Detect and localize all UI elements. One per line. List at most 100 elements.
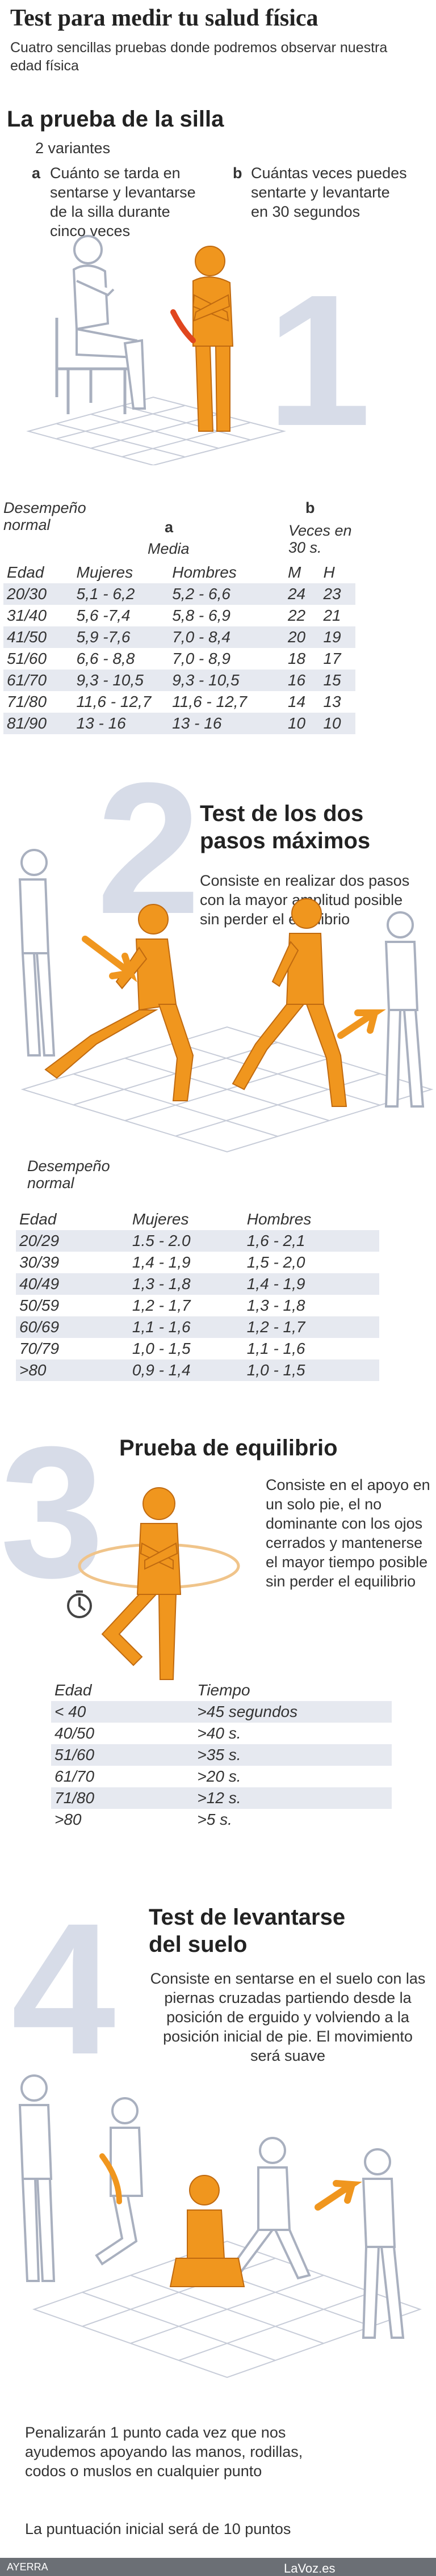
table-header-row: Edad Mujeres Hombres M H [3,562,355,583]
table-row: 51/60 6,6 - 8,8 7,0 - 8,9 18 17 [3,648,355,670]
table-row: 61/70 >20 s. [51,1766,392,1787]
footer-credit: AYERRA [7,2561,48,2573]
table-row: 60/69 1,1 - 1,6 1,2 - 1,7 [16,1316,379,1338]
test1-heading: La prueba de la silla [7,107,224,132]
cell-m: 24 [284,583,320,605]
table-row: 70/79 1,0 - 1,5 1,1 - 1,6 [16,1338,379,1359]
test2-desempeno-label: Desempeño normal [27,1157,110,1192]
cell-edad: 20/30 [3,583,73,605]
table-row: 61/70 9,3 - 10,5 9,3 - 10,5 16 15 [3,670,355,691]
test4-number: 4 [11,1884,116,2093]
cell-mujeres: 11,6 - 12,7 [76,693,152,710]
cell-mujeres: 9,3 - 10,5 [73,670,169,691]
cell-hombres: 1,4 - 1,9 [243,1273,379,1295]
cell-mujeres: 1,3 - 1,8 [128,1273,244,1295]
test4-text: Consiste en sentarse en el suelo con las… [150,1970,426,2064]
test3-text: Consiste en el apoyo en un solo pie, el … [266,1476,430,1590]
cell-mujeres: 1,2 - 1,7 [132,1297,191,1314]
test1-media-label: Media [148,540,190,557]
table-row: 41/50 5,9 -7,6 7,0 - 8,4 20 19 [3,626,355,648]
cell-edad: 51/60 [51,1744,194,1766]
table-row: >80 >5 s. [51,1809,392,1830]
cell-edad: 61/70 [54,1767,95,1785]
cell-hombres: 1,6 - 2,1 [243,1230,379,1252]
cell-hombres: 7,0 - 8,4 [169,626,284,648]
cell-edad: >80 [54,1811,82,1828]
test1-b-letter: b [233,165,242,182]
header-tiempo: Tiempo [197,1681,250,1699]
cell-hombres: 7,0 - 8,9 [172,650,230,667]
cell-hombres: 1,5 - 2,0 [246,1253,305,1271]
cell-edad: 40/50 [54,1724,95,1742]
cell-hombres: 1,0 - 1,5 [243,1359,379,1381]
test1-col-b: b [305,499,315,516]
header-mujeres: Mujeres [76,563,133,581]
cell-m: 10 [284,713,320,734]
header-h: H [323,563,335,581]
cell-m: 16 [284,670,320,691]
cell-tiempo: >35 s. [194,1744,392,1766]
cell-edad: 71/80 [7,693,47,710]
cell-mujeres: 6,6 - 8,8 [76,650,135,667]
test1-veces-label: Veces en 30 s. [288,522,352,556]
cell-edad: 60/69 [16,1316,129,1338]
test1-col-a: a [165,519,174,536]
table-header-row: Edad Mujeres Hombres [16,1209,379,1230]
cell-m: 22 [287,607,306,624]
cell-hombres: 9,3 - 10,5 [169,670,284,691]
cell-h: 19 [320,626,355,648]
page-subtitle: Cuatro sencillas pruebas donde podremos … [10,40,388,74]
cell-m: 18 [287,650,306,667]
header-hombres: Hombres [246,1210,312,1228]
cell-h: 10 [320,713,355,734]
cell-tiempo: >5 s. [197,1811,232,1828]
cell-mujeres: 5,9 -7,6 [73,626,169,648]
page-title: Test para medir tu salud física [10,5,318,31]
cell-edad: 51/60 [7,650,47,667]
table-row: 20/29 1.5 - 2.0 1,6 - 2,1 [16,1230,379,1252]
cell-h: 21 [323,607,341,624]
cell-h: 13 [323,693,341,710]
footer-bar: AYERRA LaVoz.es [0,2558,436,2576]
cell-m: 14 [287,693,306,710]
table-row: 81/90 13 - 16 13 - 16 10 10 [3,713,355,734]
chair-exercise-illustration [26,235,286,465]
cell-h: 17 [323,650,341,667]
cell-tiempo: >40 s. [197,1724,241,1742]
header-m: M [287,563,301,581]
cell-hombres: 5,2 - 6,6 [169,583,284,605]
cell-edad: 61/70 [3,670,73,691]
cell-mujeres: 1.5 - 2.0 [128,1230,244,1252]
header-edad: Edad [19,1210,57,1228]
test2-table: Edad Mujeres Hombres 20/29 1.5 - 2.0 1,6 -… [16,1209,379,1381]
cell-edad: 81/90 [3,713,73,734]
floor-exercise-illustration [18,2074,422,2379]
cell-h: 23 [320,583,355,605]
cell-mujeres: 1,0 - 1,5 [132,1340,191,1357]
cell-tiempo: >20 s. [197,1767,241,1785]
cell-mujeres: 13 - 16 [73,713,169,734]
test4-penalty: Penalizarán 1 punto cada vez que nos ayu… [25,2424,303,2480]
cell-mujeres: 1,1 - 1,6 [128,1316,244,1338]
cell-hombres: 1,1 - 1,6 [246,1340,305,1357]
table-row: 51/60 >35 s. [51,1744,392,1766]
cell-mujeres: 1,4 - 1,9 [132,1253,191,1271]
cell-edad: 71/80 [51,1787,194,1809]
table-row: 71/80 >12 s. [51,1787,392,1809]
header-hombres: Hombres [172,563,237,581]
cell-edad: 30/39 [19,1253,60,1271]
table-row: 40/50 >40 s. [51,1723,392,1744]
test3-table: Edad Tiempo < 40 >45 segundos 40/50 >40 s. 5… [51,1680,392,1830]
cell-edad: 50/59 [19,1297,60,1314]
test1-a-text: Cuánto se tarda en sentarse y levantarse… [50,165,196,239]
cell-hombres: 1,3 - 1,8 [246,1297,305,1314]
steps-exercise-illustration [18,849,434,1153]
cell-mujeres: 5,6 -7,4 [76,607,131,624]
cell-tiempo: >45 segundos [194,1701,392,1723]
table-row: 31/40 5,6 -7,4 5,8 - 6,9 22 21 [3,605,355,626]
footer-brand: LaVoz.es [284,2561,336,2575]
table-row: 71/80 11,6 - 12,7 11,6 - 12,7 14 13 [3,691,355,713]
cell-m: 20 [284,626,320,648]
test1-number: 1 [267,255,371,465]
cell-mujeres: 0,9 - 1,4 [128,1359,244,1381]
